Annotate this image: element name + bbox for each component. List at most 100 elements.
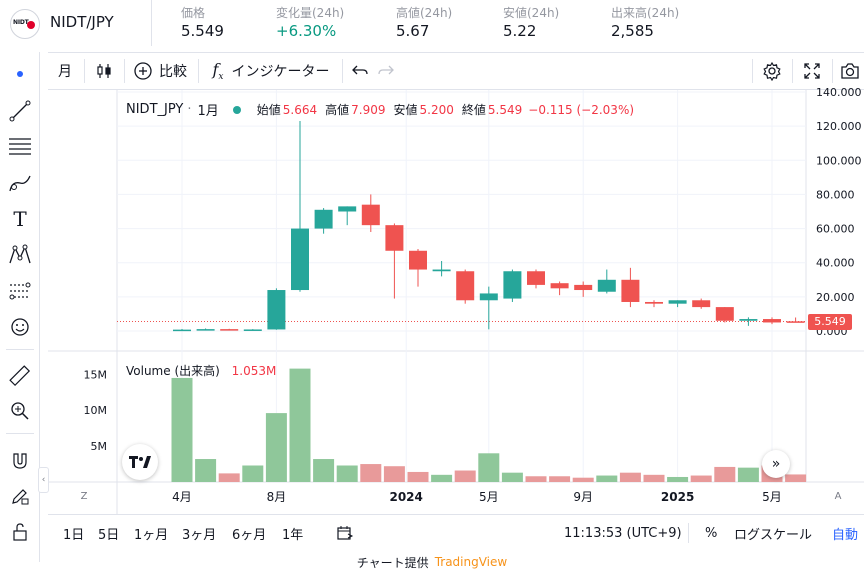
toolbar-divider <box>6 349 34 350</box>
scroll-to-realtime-button[interactable]: » <box>762 450 790 478</box>
volume-tick-label: 5M <box>91 440 108 453</box>
legend-close-label: 終値 <box>461 103 486 117</box>
candle-body <box>173 329 191 332</box>
volume-bar <box>242 465 264 482</box>
price-tick-label: 20.000 <box>816 291 855 304</box>
range-divider <box>688 523 689 543</box>
ruler-icon[interactable] <box>4 362 36 390</box>
legend-change: −0.115 (−2.03%) <box>528 102 635 117</box>
log-scale-toggle[interactable]: ログスケール <box>734 527 813 543</box>
header-divider <box>151 0 152 46</box>
legend-interval: 1月 <box>197 104 219 119</box>
clock-time[interactable]: 11:13:53 (UTC+9) <box>564 525 682 541</box>
volume-bar <box>785 474 807 482</box>
text-icon[interactable]: T <box>13 207 27 231</box>
candle-body <box>314 209 333 229</box>
candle-body <box>196 329 215 331</box>
footer-attribution: チャート提供 TradingView <box>0 550 864 574</box>
toolbar-divider <box>792 59 793 83</box>
volume-bar <box>737 467 759 482</box>
auto-zoom-button[interactable]: Z <box>80 491 88 502</box>
candles-icon[interactable] <box>90 53 118 89</box>
range-1m[interactable]: 1ヶ月 <box>134 527 169 543</box>
collapse-toolbar-button[interactable]: ‹ <box>38 467 49 493</box>
pattern-icon[interactable] <box>4 241 36 269</box>
range-1y[interactable]: 1年 <box>282 527 304 543</box>
legend-separator: · <box>187 102 192 117</box>
crosshair-dot-icon[interactable] <box>4 60 36 88</box>
range-bar: 1日 5日 1ヶ月 3ヶ月 6ヶ月 1年 11:13:53 (UTC+9) % … <box>48 514 864 550</box>
candle-body <box>385 225 404 251</box>
fullscreen-icon[interactable] <box>798 53 826 89</box>
function-icon: fx <box>212 59 224 83</box>
candle-body <box>361 204 380 226</box>
settings-gear-icon[interactable] <box>758 53 786 89</box>
time-tick-label: 2025 <box>661 490 694 504</box>
volume-bar <box>667 476 689 482</box>
pencil-lock-icon[interactable] <box>4 482 36 510</box>
stat-value-volume: 2,585 <box>611 22 654 40</box>
candle-body <box>645 301 663 304</box>
auto-scale-toggle[interactable]: 自動 <box>832 527 859 543</box>
volume-bar <box>454 470 476 482</box>
range-5d[interactable]: 5日 <box>98 527 120 543</box>
stat-value-high: 5.67 <box>396 22 430 40</box>
volume-bar <box>596 475 618 482</box>
redo-icon[interactable] <box>374 53 398 89</box>
horizontal-lines-icon[interactable] <box>4 132 36 160</box>
volume-bar <box>195 459 217 482</box>
legend-open: 5.664 <box>282 102 318 117</box>
top-toolbar: 月 比較 fx インジケーター <box>48 52 864 90</box>
volume-legend: Volume (出来高) 1.053M <box>126 362 276 379</box>
interval-button[interactable]: 月 <box>58 64 72 80</box>
stat-value-low: 5.22 <box>503 22 537 40</box>
candle-body <box>243 329 262 331</box>
indicators-label: インジケーター <box>231 64 330 80</box>
goto-date-icon[interactable] <box>336 515 354 551</box>
volume-tick-label: 15M <box>84 368 108 381</box>
price-tick-label: 120.000 <box>816 120 862 133</box>
indicators-button[interactable]: fx インジケーター <box>206 53 336 89</box>
range-3m[interactable]: 3ヶ月 <box>182 527 217 543</box>
tradingview-logo-icon[interactable] <box>122 444 158 480</box>
camera-icon[interactable] <box>836 53 864 89</box>
auto-scale-button[interactable]: A <box>834 491 842 502</box>
drawing-toolbar: T <box>0 52 40 562</box>
candle-body <box>527 271 545 285</box>
undo-icon[interactable] <box>348 53 372 89</box>
magnet-icon[interactable] <box>4 447 36 475</box>
candle-body <box>786 321 805 323</box>
volume-bar <box>313 459 335 482</box>
toolbar-divider <box>752 59 753 83</box>
stat-label-low: 安値(24h) <box>503 6 560 20</box>
candle-body <box>409 250 427 270</box>
time-tick-label: 9月 <box>573 490 593 504</box>
brush-icon[interactable] <box>4 169 36 197</box>
range-6m[interactable]: 6ヶ月 <box>232 527 267 543</box>
volume-bar <box>431 474 453 482</box>
price-tick-label: 40.000 <box>816 257 855 270</box>
zoom-in-icon[interactable] <box>4 397 36 425</box>
footer-prefix: チャート提供 <box>356 555 429 570</box>
emoji-icon[interactable] <box>4 313 36 341</box>
pair-name[interactable]: NIDT/JPY <box>50 13 114 31</box>
candle-body <box>291 228 309 291</box>
footer-brand-link[interactable]: TradingView <box>434 555 508 569</box>
fib-icon[interactable] <box>4 277 36 305</box>
price-tick-label: 80.000 <box>816 188 855 201</box>
pair-logo: NIDT <box>10 9 40 39</box>
unlock-icon[interactable] <box>4 518 36 546</box>
range-1d[interactable]: 1日 <box>63 527 85 543</box>
legend-symbol[interactable]: NIDT_JPY <box>126 102 184 117</box>
candle-body <box>574 284 593 291</box>
price-tick-label: 60.000 <box>816 223 855 236</box>
stat-label-volume: 出来高(24h) <box>611 6 680 20</box>
double-chevron-right-icon: » <box>771 456 781 472</box>
candle-body <box>739 319 758 321</box>
percent-scale-toggle[interactable]: % <box>705 525 718 541</box>
volume-bar <box>265 413 287 482</box>
stat-value-change: +6.30% <box>276 22 337 40</box>
trend-line-icon[interactable] <box>4 97 36 125</box>
compare-button[interactable]: 比較 <box>130 53 190 89</box>
